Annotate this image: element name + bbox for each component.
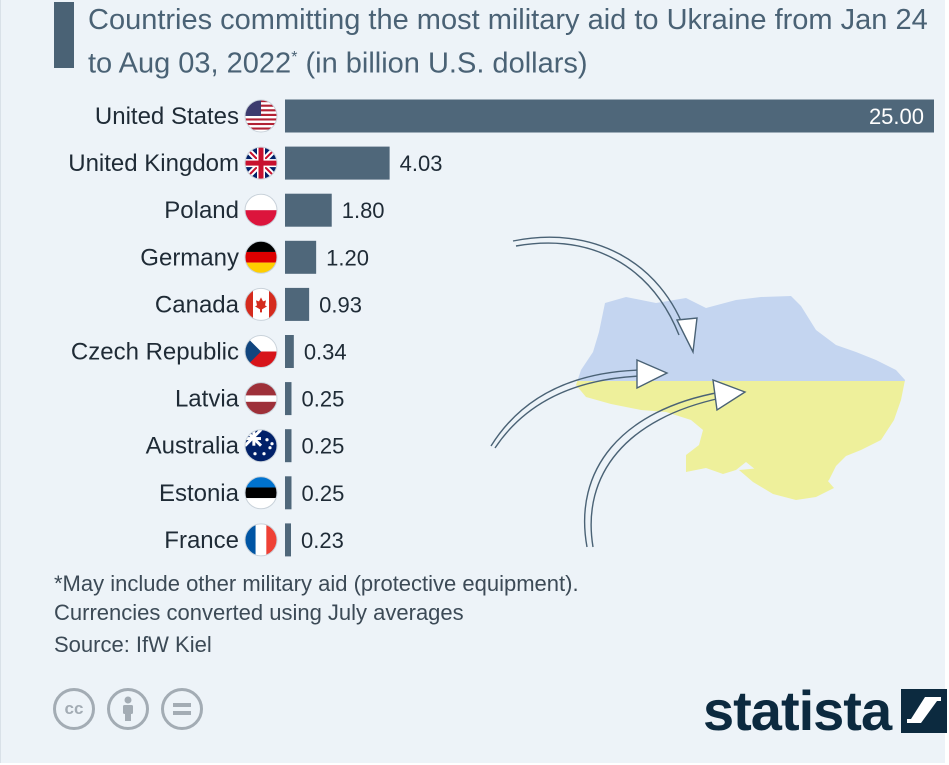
category-label: Poland [164, 197, 239, 224]
estonia-flag-icon [244, 476, 278, 510]
statista-logo[interactable]: statista [703, 679, 948, 742]
category-label: Czech Republic [71, 339, 239, 366]
arrowhead-left [636, 358, 669, 390]
value-label: 25.00 [869, 104, 924, 129]
chart-title: Countries committing the most military a… [88, 2, 928, 83]
bar [285, 99, 934, 133]
bar [285, 429, 292, 463]
value-label: 4.03 [400, 151, 443, 176]
chart-title-unit: (in billion U.S. dollars) [297, 47, 588, 80]
value-label: 0.25 [301, 434, 344, 459]
bar [285, 335, 294, 368]
category-labels: United States United Kingdom Poland Germany… [68, 103, 239, 554]
value-label: 1.20 [326, 245, 369, 270]
value-labels: 25.00 4.03 1.80 1.20 0.93 0.34 0.25 0.25 0.25 0.2… [301, 104, 924, 553]
value-label: 0.25 [301, 387, 344, 412]
bar [285, 523, 291, 557]
bar [285, 476, 292, 510]
value-label: 0.25 [301, 481, 344, 506]
chart-title-footnote-mark: * [291, 49, 298, 66]
chart-title-text: Countries committing the most military a… [88, 4, 928, 80]
canada-flag-icon [244, 287, 278, 321]
source-text: Source: IfW Kiel [54, 632, 212, 657]
value-label: 0.93 [319, 292, 362, 317]
bar [285, 146, 390, 180]
bars [285, 99, 934, 557]
value-label: 0.34 [304, 340, 347, 365]
category-label: Latvia [175, 386, 240, 413]
uk-flag-icon [244, 146, 278, 180]
arrowhead-top [675, 317, 698, 355]
category-label: Australia [146, 433, 240, 460]
ukraine-map-blue-half [576, 296, 905, 381]
chart-notes: *May include other military aid (protect… [54, 569, 579, 627]
france-flag-icon [244, 523, 278, 557]
ukraine-map-illustration [576, 296, 905, 500]
conversion-note: Currencies converted using July averages [54, 600, 464, 625]
arrow-curve-bottom [583, 391, 722, 548]
latvia-flag-icon [244, 382, 278, 416]
category-label: Canada [155, 291, 240, 318]
australia-flag-icon [244, 429, 278, 463]
category-label: United Kingdom [68, 150, 239, 177]
arrow-curve-left [490, 369, 642, 449]
aid-arrows [490, 236, 747, 548]
creative-commons-icon[interactable]: cc [53, 688, 95, 730]
license-icons: cc [53, 688, 203, 730]
germany-flag-icon [244, 240, 278, 274]
statista-logo-icon [901, 689, 948, 733]
bar [285, 287, 310, 321]
value-label: 0.23 [301, 528, 344, 553]
ukraine-map-yellow-half [576, 381, 905, 497]
poland-flag-icon [244, 193, 278, 227]
category-label: France [164, 527, 239, 554]
equals-glyph [173, 703, 191, 715]
bar [285, 193, 332, 227]
bar [285, 240, 317, 274]
no-derivatives-icon[interactable] [161, 688, 203, 730]
crimea-shape [739, 468, 834, 500]
bar [285, 382, 292, 416]
statista-logo-text: statista [703, 679, 892, 742]
czech-flag-icon [244, 335, 278, 368]
category-label: Estonia [159, 480, 240, 507]
category-label: Germany [140, 244, 239, 271]
arrowhead-bottom [712, 378, 747, 412]
country-flags [244, 99, 278, 557]
arrow-curve-top [512, 236, 688, 337]
value-label: 1.80 [342, 198, 385, 223]
person-glyph [123, 696, 133, 721]
footnote-text: *May include other military aid (protect… [54, 571, 579, 596]
us-flag-icon [244, 99, 278, 133]
category-label: United States [95, 103, 239, 130]
attribution-icon[interactable] [107, 688, 149, 730]
title-accent-bar [54, 2, 74, 68]
